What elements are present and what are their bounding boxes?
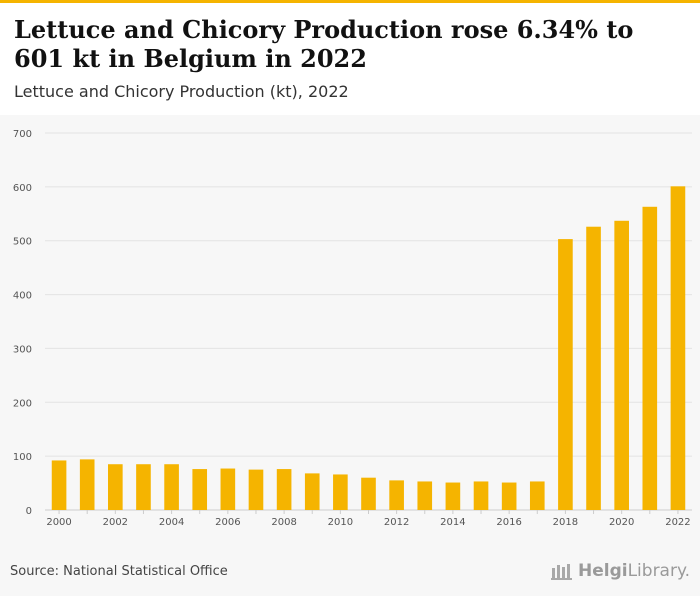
bar	[108, 464, 123, 510]
y-tick-label: 700	[13, 129, 32, 140]
bar	[248, 469, 264, 510]
bar	[642, 206, 658, 510]
x-tick-label: 2016	[496, 517, 521, 528]
bar	[79, 459, 95, 510]
bar	[333, 474, 348, 510]
bar	[164, 464, 179, 510]
brand-name: HelgiLibrary.	[578, 561, 690, 581]
x-tick-label: 2020	[609, 517, 634, 528]
bar	[220, 468, 236, 510]
bar	[361, 477, 376, 510]
y-tick-label: 100	[13, 452, 32, 463]
x-tick-label: 2008	[271, 517, 296, 528]
top-accent-bar	[0, 0, 700, 3]
y-tick-label: 0	[26, 506, 32, 517]
bar	[501, 482, 517, 510]
y-tick-label: 300	[13, 344, 32, 355]
x-tick-label: 2002	[103, 517, 128, 528]
bar	[51, 460, 67, 510]
x-tick-label: 2004	[159, 517, 184, 528]
bar	[670, 186, 686, 510]
y-tick-label: 500	[13, 237, 32, 248]
x-tick-label: 2000	[46, 517, 71, 528]
brand-name-rest: Library.	[627, 561, 690, 581]
x-tick-label: 2022	[665, 517, 690, 528]
bar	[473, 481, 489, 510]
y-tick-label: 600	[13, 183, 32, 194]
bar	[276, 469, 292, 510]
x-tick-label: 2006	[215, 517, 240, 528]
bar	[445, 482, 461, 510]
bar	[304, 473, 320, 510]
header: Lettuce and Chicory Production rose 6.34…	[0, 3, 700, 115]
page-title: Lettuce and Chicory Production rose 6.34…	[14, 15, 634, 73]
brand-name-bold: Helgi	[577, 561, 628, 581]
bar	[614, 220, 629, 510]
brand-logo[interactable]: HelgiLibrary.	[550, 561, 690, 581]
chart-subtitle: Lettuce and Chicory Production (kt), 202…	[14, 82, 349, 101]
bar	[417, 481, 433, 510]
y-tick-label: 200	[13, 398, 32, 409]
y-tick-label: 400	[13, 291, 32, 302]
x-tick-label: 2014	[440, 517, 465, 528]
library-icon	[550, 564, 572, 580]
bar	[586, 226, 601, 510]
x-tick-label: 2018	[553, 517, 578, 528]
chart-area: 0 100 200 300 400 500 600 700 2000 2002 2004 2006 20…	[0, 115, 700, 596]
bar	[389, 480, 404, 510]
bar	[529, 481, 545, 510]
bar	[558, 239, 573, 510]
x-tick-label: 2010	[328, 517, 353, 528]
bar-chart: 0 100 200 300 400 500 600 700 2000 2002 2004 2006 20…	[13, 129, 692, 528]
source-note: Source: National Statistical Office	[10, 564, 228, 579]
x-tick-label: 2012	[384, 517, 409, 528]
bar	[136, 464, 151, 510]
bar	[192, 469, 208, 510]
